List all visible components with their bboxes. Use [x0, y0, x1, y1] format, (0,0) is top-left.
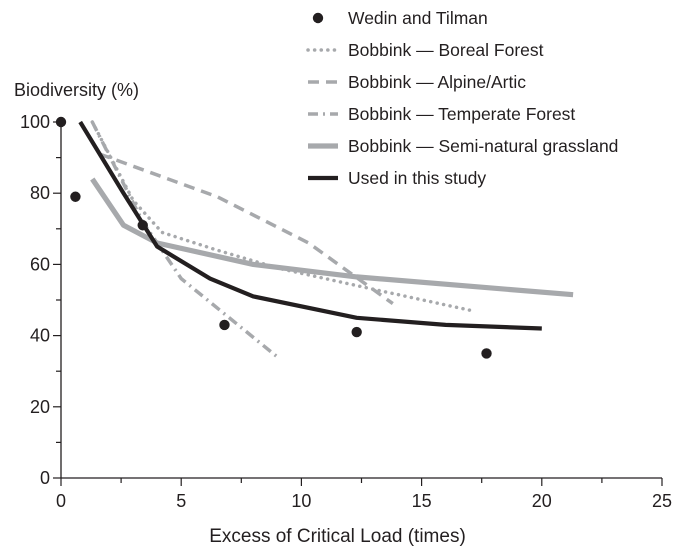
data-point-5	[481, 348, 492, 359]
series-line-3	[90, 121, 279, 359]
x-tick-label: 25	[652, 491, 672, 511]
legend-label-alpine: Bobbink — Alpine/Artic	[348, 72, 527, 92]
data-point-1	[70, 191, 81, 202]
legend-item-alpine: Bobbink — Alpine/Artic	[306, 70, 666, 102]
data-point-3	[219, 319, 230, 331]
series-line-2	[98, 152, 394, 306]
legend-label-grassland: Bobbink — Semi-natural grassland	[348, 136, 619, 156]
x-tick-label: 5	[176, 491, 186, 511]
legend-swatch-grassland	[308, 143, 338, 149]
legend-marker	[312, 12, 324, 24]
y-tick-label: 20	[30, 397, 50, 417]
legend-label-temperate: Bobbink — Temperate Forest	[348, 104, 576, 124]
legend-label-boreal: Bobbink — Boreal Forest	[348, 40, 544, 60]
y-tick-label: 100	[20, 112, 50, 132]
legend-label-study: Used in this study	[348, 168, 487, 188]
legend-item-temperate: Bobbink — Temperate Forest	[306, 102, 666, 134]
data-point-4	[351, 326, 362, 338]
data-point-2	[137, 220, 148, 231]
x-tick-label: 0	[56, 491, 66, 511]
series-layer	[55, 116, 574, 359]
legend-swatch-wedin	[312, 12, 324, 24]
legend-swatch-temperate	[308, 112, 338, 116]
x-tick-label: 20	[532, 491, 552, 511]
y-tick-label: 40	[30, 326, 50, 346]
x-tick-label: 15	[412, 491, 432, 511]
legend-item-study: Used in this study	[306, 166, 666, 198]
legend-item-grassland: Bobbink — Semi-natural grassland	[306, 134, 666, 166]
legend-swatch-alpine	[308, 80, 338, 84]
legend-label-wedin: Wedin and Tilman	[348, 8, 488, 28]
legend-swatch-study	[308, 175, 338, 181]
legend-item-boreal: Bobbink — Boreal Forest	[306, 38, 666, 70]
legend-swatch-boreal	[306, 48, 340, 52]
y-tick-label: 80	[30, 183, 50, 203]
y-tick-label: 0	[40, 468, 50, 488]
x-tick-label: 10	[291, 491, 311, 511]
y-axis-label: Biodiversity (%)	[14, 80, 140, 100]
x-axis-label: Excess of Critical Load (times)	[209, 526, 466, 547]
y-tick-label: 60	[30, 254, 50, 274]
series-line-4	[90, 177, 574, 298]
legend-item-wedin: Wedin and Tilman	[306, 6, 666, 38]
series-line-5	[78, 120, 542, 331]
data-point-0	[55, 116, 67, 128]
legend: Wedin and Tilman Bobbink — Boreal Forest…	[306, 6, 666, 198]
